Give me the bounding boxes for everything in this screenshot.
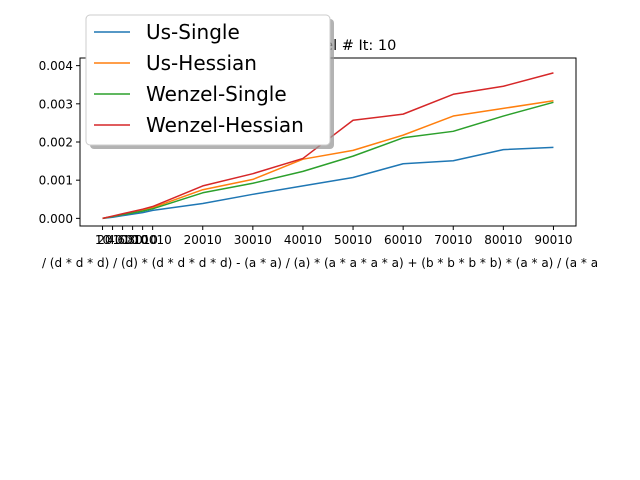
legend-label: Wenzel-Hessian <box>146 113 304 137</box>
series-line-us-single <box>102 146 554 220</box>
y-tick-label: 0.001 <box>39 174 73 188</box>
legend-box <box>85 14 331 146</box>
x-tick-label: 20010 <box>184 233 222 247</box>
y-tick-label: 0.002 <box>39 136 73 150</box>
x-tick-label: 6010 <box>117 233 148 247</box>
x-tick-label: 10010 <box>134 233 172 247</box>
legend: Us-Single Us-Hessian Wenzel-Single Wenzel-H… <box>85 14 334 149</box>
x-tick-label: 60010 <box>384 233 422 247</box>
x-tick-label: 4010 <box>107 233 138 247</box>
legend-label: Wenzel-Single <box>146 82 287 106</box>
x-tick-label: 50010 <box>334 233 372 247</box>
x-tick-label: 70010 <box>434 233 472 247</box>
x-tick-label: 8010 <box>127 233 158 247</box>
y-tick-label: 0.003 <box>39 97 73 111</box>
x-tick-label: 90010 <box>534 233 572 247</box>
y-tick-label: 0.000 <box>39 212 73 226</box>
series-line-wenzel-single <box>102 101 554 220</box>
y-axis-ticks: 0.000 0.001 0.002 0.003 0.004 <box>39 59 80 226</box>
y-tick-label: 0.004 <box>39 59 73 73</box>
x-tick-label: 2010 <box>97 233 128 247</box>
series-layer <box>102 72 554 220</box>
x-tick-label: 10 <box>95 233 110 247</box>
x-tick-label: 30010 <box>234 233 272 247</box>
legend-label: Us-Hessian <box>146 51 257 75</box>
x-tick-label: 40010 <box>284 233 322 247</box>
x-axis-label: / (d * d * d) / (d) * (d * d * d * d) - … <box>42 256 598 270</box>
x-tick-label: 80010 <box>484 233 522 247</box>
legend-label: Us-Single <box>146 20 240 44</box>
series-line-wenzel-hessian <box>102 72 554 220</box>
